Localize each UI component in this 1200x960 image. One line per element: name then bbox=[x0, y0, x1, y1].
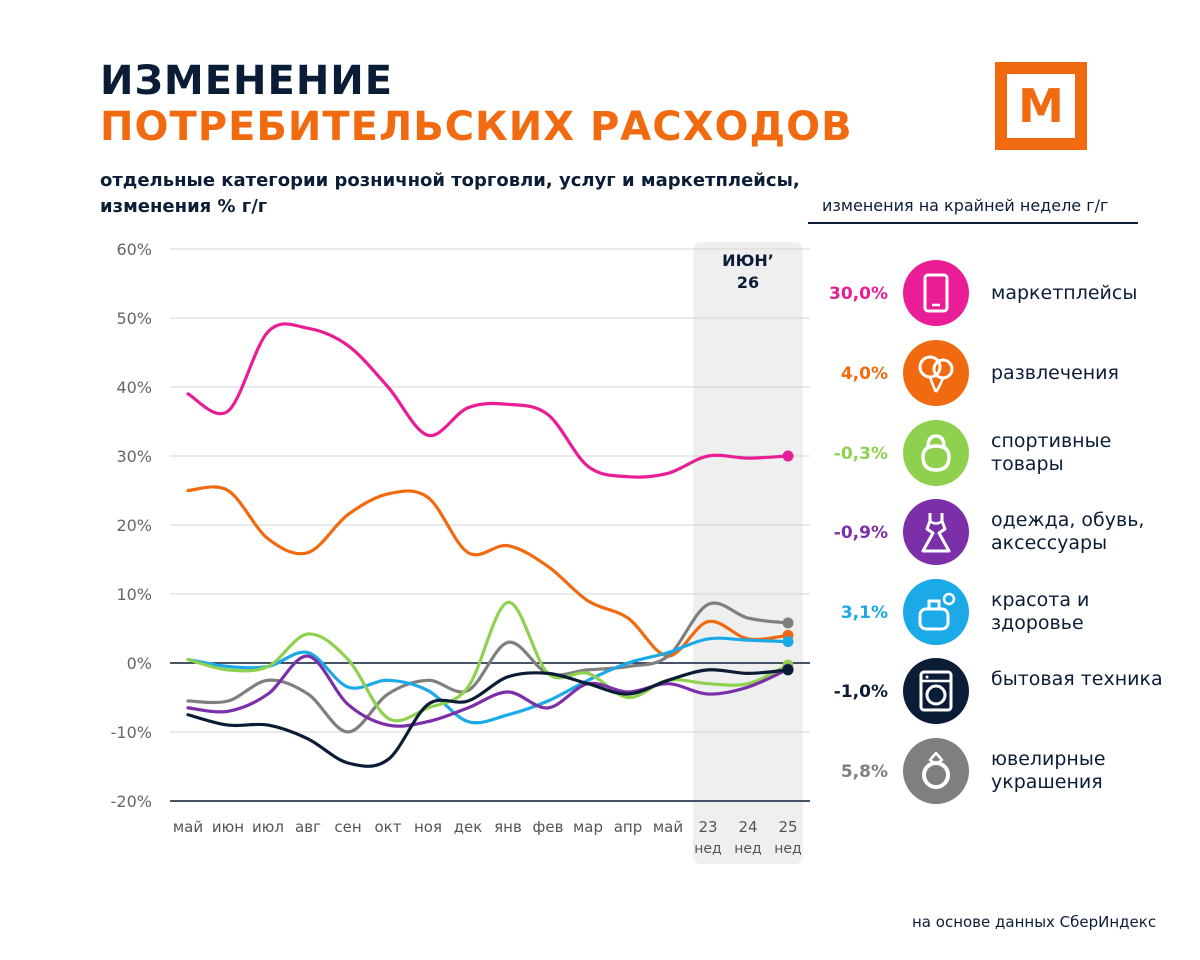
y-tick-label: 50% bbox=[116, 309, 152, 328]
ring-icon bbox=[903, 738, 969, 804]
x-tick-label: янв bbox=[494, 818, 522, 836]
legend-label: развлечения bbox=[991, 362, 1119, 384]
logo: М bbox=[995, 62, 1087, 150]
x-tick-label: фев bbox=[533, 818, 564, 836]
series-line bbox=[186, 668, 790, 768]
legend-item: -0,3% спортивные товары bbox=[808, 420, 1188, 490]
x-tick-label: 24 bbox=[738, 818, 757, 836]
highlight-band bbox=[693, 242, 803, 864]
page-title-line1: ИЗМЕНЕНИЕ bbox=[100, 58, 394, 104]
x-tick-label: май bbox=[653, 818, 683, 836]
legend-value: -1,0% bbox=[833, 682, 888, 702]
legend-label: маркетплейсы bbox=[991, 282, 1138, 304]
legend-item: 3,1% красота и здоровье bbox=[808, 579, 1188, 649]
x-tick-label: июн bbox=[212, 818, 244, 836]
legend-label: спортивные товары bbox=[991, 430, 1112, 475]
legend-divider bbox=[808, 222, 1138, 224]
series-end-point bbox=[782, 664, 794, 676]
x-tick-label: май bbox=[173, 818, 203, 836]
dress-icon bbox=[903, 499, 969, 565]
series-line bbox=[186, 322, 790, 479]
y-tick-label: 10% bbox=[116, 585, 152, 604]
perfume-icon bbox=[903, 579, 969, 645]
legend-item: 5,8% ювелирные украшения bbox=[808, 738, 1188, 808]
x-tick-sublabel: нед bbox=[774, 841, 801, 857]
legend-label: ювелирные украшения bbox=[991, 748, 1106, 793]
series-line bbox=[186, 600, 790, 723]
series-line bbox=[186, 485, 790, 658]
y-tick-label: 40% bbox=[116, 378, 152, 397]
series-line bbox=[186, 654, 790, 728]
highlight-label-year: 26 bbox=[737, 273, 759, 292]
x-tick-label: апр bbox=[614, 818, 643, 836]
y-tick-label: 20% bbox=[116, 516, 152, 535]
kettlebell-icon bbox=[903, 420, 969, 486]
x-tick-label: мар bbox=[573, 818, 603, 836]
series-end-point bbox=[782, 450, 794, 462]
tablet-icon bbox=[903, 260, 969, 326]
x-tick-label: окт bbox=[375, 818, 402, 836]
x-tick-sublabel: нед bbox=[694, 841, 721, 857]
x-tick-label: ноя bbox=[414, 818, 442, 836]
source-note: на основе данных СберИндекс bbox=[912, 913, 1157, 931]
series-line bbox=[186, 601, 790, 734]
y-tick-label: 30% bbox=[116, 447, 152, 466]
series-end-point bbox=[782, 636, 794, 648]
legend-value: 5,8% bbox=[840, 762, 888, 782]
page-subtitle: отдельные категории розничной торговли, … bbox=[100, 170, 800, 217]
page-title-line2: ПОТРЕБИТЕЛЬСКИХ РАСХОДОВ bbox=[100, 104, 853, 150]
balloons-icon bbox=[903, 340, 969, 406]
logo-inner: М bbox=[1007, 74, 1075, 138]
legend-value: 4,0% bbox=[840, 364, 888, 384]
legend-item: -1,0% бытовая техника bbox=[808, 658, 1188, 728]
x-tick-label: 25 bbox=[778, 818, 797, 836]
x-tick-label: дек bbox=[454, 818, 483, 836]
x-tick-sublabel: нед bbox=[734, 841, 761, 857]
legend-value: 30,0% bbox=[829, 284, 888, 304]
x-tick-label: авг bbox=[295, 818, 321, 836]
legend-value: -0,3% bbox=[833, 444, 888, 464]
washing-machine-icon bbox=[903, 658, 969, 724]
logo-letter: М bbox=[1018, 79, 1064, 133]
y-tick-label: 0% bbox=[127, 654, 152, 673]
x-tick-label: сен bbox=[334, 818, 361, 836]
series-line bbox=[186, 636, 790, 725]
series-end-point bbox=[782, 617, 794, 629]
y-tick-label: -10% bbox=[111, 723, 152, 742]
legend-item: 30,0% маркетплейсы bbox=[808, 260, 1188, 330]
legend-item: 4,0% развлечения bbox=[808, 340, 1188, 410]
legend-header: изменения на крайней неделе г/г bbox=[822, 196, 1109, 215]
legend-label: красота и здоровье bbox=[991, 589, 1090, 634]
x-tick-label: 23 bbox=[698, 818, 717, 836]
legend-value: -0,9% bbox=[833, 523, 888, 543]
legend-value: 3,1% bbox=[840, 603, 888, 623]
legend-label: одежда, обувь, аксессуары bbox=[991, 509, 1145, 554]
y-tick-label: 60% bbox=[116, 240, 152, 259]
legend-item: -0,9% одежда, обувь, аксессуары bbox=[808, 499, 1188, 569]
highlight-label-month: ИЮН’ bbox=[722, 251, 774, 270]
x-tick-label: июл bbox=[252, 818, 284, 836]
legend-label: бытовая техника bbox=[991, 668, 1163, 690]
y-tick-label: -20% bbox=[111, 792, 152, 811]
